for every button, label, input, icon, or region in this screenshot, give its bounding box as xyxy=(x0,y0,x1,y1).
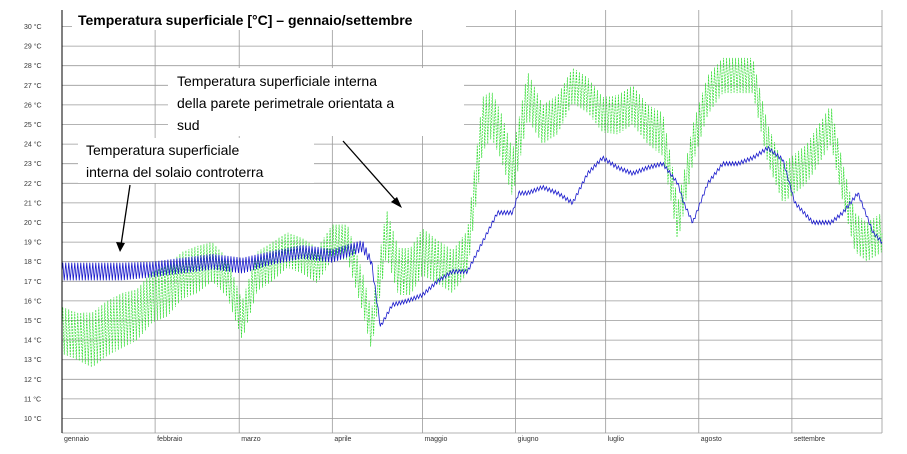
y-tick-label: 21 °C xyxy=(24,199,42,207)
y-tick-label: 19 °C xyxy=(24,239,42,247)
y-tick-label: 18 °C xyxy=(24,258,42,266)
annotation-wall-line-1: Temperatura superficiale interna xyxy=(177,73,377,89)
annotation-floor-line-1: Temperatura superficiale xyxy=(86,142,240,158)
x-tick-label: luglio xyxy=(608,436,624,443)
y-tick-label: 22 °C xyxy=(24,180,42,188)
annotation-wall-arrow xyxy=(342,140,402,208)
y-tick-label: 28 °C xyxy=(24,62,42,70)
y-tick-label: 25 °C xyxy=(24,121,42,129)
annotation-floor-arrow xyxy=(116,184,131,252)
title-background xyxy=(72,10,466,30)
y-tick-label: 29 °C xyxy=(24,43,42,51)
y-tick-label: 23 °C xyxy=(24,160,42,168)
y-tick-label: 20 °C xyxy=(24,219,42,227)
y-tick-label: 14 °C xyxy=(24,337,42,345)
y-tick-label: 10 °C xyxy=(24,415,42,423)
annotation-wall-line-3: sud xyxy=(177,117,200,133)
series-line-blue xyxy=(61,145,883,327)
series-lines xyxy=(61,57,883,368)
y-tick-label: 13 °C xyxy=(24,356,42,364)
y-tick-label: 17 °C xyxy=(24,278,42,286)
x-tick-labels: gennaio febbraio marzo aprile maggio giugno lu… xyxy=(64,436,825,443)
x-tick-label: marzo xyxy=(241,436,261,443)
y-tick-label: 16 °C xyxy=(24,297,42,305)
y-tick-label: 27 °C xyxy=(24,82,42,90)
annotation-wall-line-2: della parete perimetrale orientata a xyxy=(177,95,394,111)
x-tick-label: gennaio xyxy=(64,436,89,443)
annotation-floor-background xyxy=(78,138,314,183)
x-tick-label: aprile xyxy=(334,436,351,443)
annotation-wall-background xyxy=(168,68,464,136)
x-tick-label: agosto xyxy=(701,436,722,443)
chart-title: Temperatura superficiale [°C] – gennaio/… xyxy=(78,12,413,28)
series-line-green xyxy=(61,57,883,368)
x-tick-label: maggio xyxy=(424,436,447,443)
y-tick-label: 30 °C xyxy=(24,23,42,31)
y-tick-label: 11 °C xyxy=(24,395,41,403)
x-tick-label: febbraio xyxy=(157,436,182,443)
y-tick-label: 12 °C xyxy=(24,376,42,384)
y-tick-label: 24 °C xyxy=(24,141,42,149)
y-tick-label: 15 °C xyxy=(24,317,42,325)
x-tick-label: giugno xyxy=(518,436,539,443)
y-tick-labels: 10 °C 11 °C 12 °C 13 °C 14 °C 15 °C 16 °C 17 °C… xyxy=(24,23,42,423)
x-tick-label: settembre xyxy=(794,436,825,443)
y-tick-label: 26 °C xyxy=(24,101,42,109)
annotation-floor-line-2: interna del solaio controterra xyxy=(86,164,264,180)
